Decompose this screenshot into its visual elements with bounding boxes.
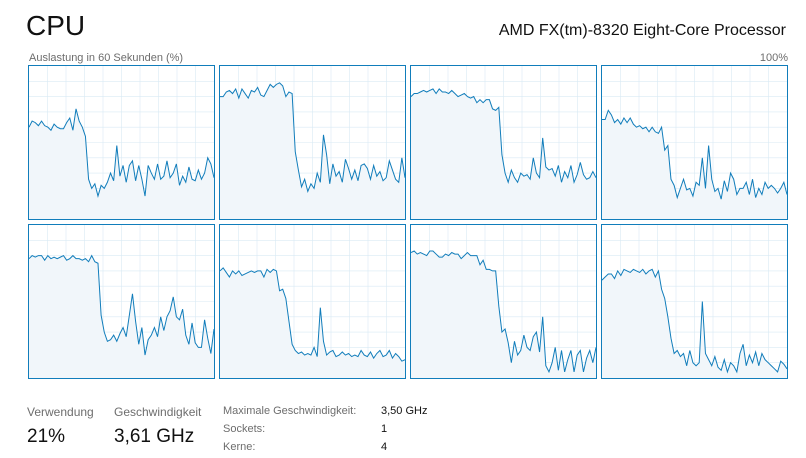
processor-name: AMD FX(tm)-8320 Eight-Core Processor [498, 22, 786, 39]
utilization-area [220, 82, 405, 219]
utilization-area [602, 110, 787, 219]
core-chart-1 [220, 66, 405, 219]
graph-max-label: 100% [759, 52, 788, 64]
utilization-line [602, 268, 787, 374]
utilization-area [411, 88, 596, 219]
core-chart-2 [411, 66, 596, 219]
core-chart-7 [602, 225, 787, 378]
utilization-line [411, 250, 596, 374]
utilization-area [220, 267, 405, 378]
utilization-line [602, 109, 787, 200]
core-graph-5[interactable] [219, 224, 406, 379]
cores-value: 4 [381, 441, 388, 453]
utilization-area [602, 269, 787, 378]
core-chart-0 [29, 66, 214, 219]
core-chart-6 [411, 225, 596, 378]
usage-value: 21% [27, 426, 66, 447]
utilization-line [220, 82, 405, 194]
core-chart-4 [29, 225, 214, 378]
speed-label: Geschwindigkeit [114, 405, 202, 419]
utilization-area [411, 251, 596, 378]
core-graph-2[interactable] [410, 65, 597, 220]
page-title: CPU [26, 10, 86, 41]
sockets-value: 1 [381, 423, 388, 435]
core-graph-1[interactable] [219, 65, 406, 220]
core-graph-7[interactable] [601, 224, 788, 379]
core-graph-0[interactable] [28, 65, 215, 220]
max-speed-value: 3,50 GHz [381, 405, 428, 417]
core-chart-5 [220, 225, 405, 378]
graph-caption: Auslastung in 60 Sekunden (%) [29, 52, 184, 64]
core-graph-6[interactable] [410, 224, 597, 379]
core-graph-4[interactable] [28, 224, 215, 379]
core-chart-3 [602, 66, 787, 219]
sockets-label: Sockets: [223, 423, 266, 435]
core-graph-grid[interactable] [28, 65, 797, 381]
max-speed-label: Maximale Geschwindigkeit: [223, 405, 357, 417]
utilization-line [411, 88, 596, 185]
utilization-area [29, 255, 214, 378]
speed-value: 3,61 GHz [114, 426, 195, 447]
utilization-area [29, 108, 214, 219]
utilization-line [29, 108, 214, 198]
core-graph-3[interactable] [601, 65, 788, 220]
cores-label: Kerne: [223, 441, 256, 453]
usage-label: Verwendung [27, 405, 94, 419]
utilization-line [220, 267, 405, 362]
utilization-line [29, 254, 214, 356]
